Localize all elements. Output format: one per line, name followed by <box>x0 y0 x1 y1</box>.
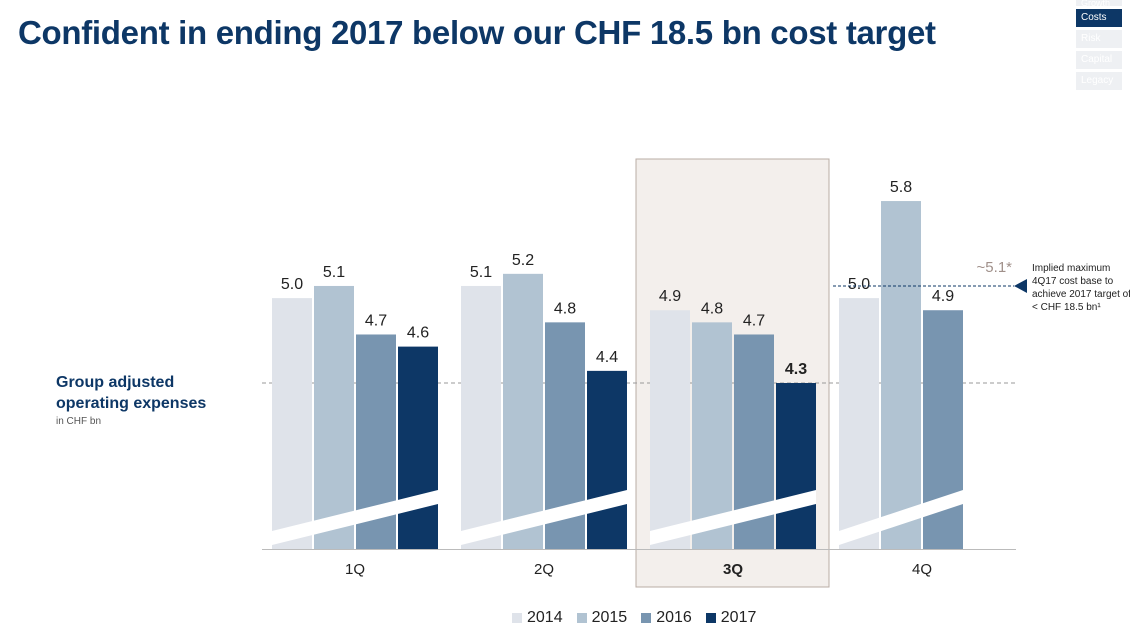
nav-tab-capital[interactable]: Capital <box>1076 51 1122 69</box>
category-label-3Q: 3Q <box>723 561 743 578</box>
side-label-unit: in CHF bn <box>56 416 102 427</box>
target-marker <box>1014 278 1027 293</box>
value-label-2017-1Q: 4.6 <box>407 325 429 342</box>
value-label-2017-2Q: 4.4 <box>596 349 618 366</box>
value-label-2016-1Q: 4.7 <box>365 312 387 329</box>
bar-2017-2Q <box>587 370 627 549</box>
bar-2014-4Q <box>839 298 879 549</box>
value-label-2014-3Q: 4.9 <box>659 288 681 305</box>
legend-label-2017: 2017 <box>720 609 757 626</box>
bar-2014-3Q <box>650 310 690 549</box>
page-title: Confident in ending 2017 below our CHF 1… <box>18 14 936 51</box>
bar-2014-1Q <box>272 298 312 549</box>
value-label-2015-1Q: 5.1 <box>323 264 345 281</box>
axis-break-3Q <box>650 490 816 545</box>
bar-2015-4Q <box>881 201 921 550</box>
value-label-2014-1Q: 5.0 <box>281 276 303 293</box>
legend-item-2014: 2014 <box>512 609 563 627</box>
target-value-label: ~5.1* <box>977 259 1013 276</box>
axis-break-2Q <box>461 490 627 545</box>
category-label-4Q: 4Q <box>912 561 932 578</box>
value-label-2014-2Q: 5.1 <box>470 264 492 281</box>
bar-2017-1Q <box>398 346 438 549</box>
section-nav: Growth Costs Risk Capital Legacy <box>1076 0 1122 93</box>
bar-2014-2Q <box>461 285 501 549</box>
value-label-2015-3Q: 4.8 <box>701 300 723 317</box>
legend-swatch-2014 <box>512 613 522 623</box>
legend-swatch-2016 <box>641 613 652 623</box>
category-label-2Q: 2Q <box>534 561 554 578</box>
value-label-2016-4Q: 4.9 <box>932 288 954 305</box>
legend-label-2016: 2016 <box>656 609 692 626</box>
value-label-2015-2Q: 5.2 <box>512 252 534 269</box>
legend-swatch-2017 <box>705 613 716 623</box>
value-label-2016-2Q: 4.8 <box>554 300 576 317</box>
bar-2017-3Q <box>776 383 816 549</box>
bar-2015-3Q <box>692 322 732 549</box>
nav-tab-risk[interactable]: Risk <box>1076 30 1122 48</box>
legend-swatch-2015 <box>576 613 587 623</box>
axis-break-1Q <box>272 490 438 545</box>
chart-legend: 2014 2015 2016 2017 <box>512 609 756 627</box>
side-label-main: Group adjusted operating expenses <box>56 374 207 412</box>
target-annotation: Implied maximum 4Q17 cost base to achiev… <box>1032 263 1130 313</box>
nav-tab-growth[interactable]: Growth <box>1076 0 1122 6</box>
legend-item-2016: 2016 <box>641 609 692 627</box>
value-label-2016-3Q: 4.7 <box>743 312 765 329</box>
legend-label-2015: 2015 <box>591 609 628 626</box>
legend-item-2017: 2017 <box>705 609 757 627</box>
bar-2015-2Q <box>503 273 543 549</box>
nav-tab-legacy[interactable]: Legacy <box>1076 72 1122 90</box>
axis-break-4Q <box>839 490 963 545</box>
value-label-2017-3Q: 4.3 <box>785 361 807 378</box>
chart-side-label: Group adjusted operating expenses in CHF… <box>56 372 226 427</box>
legend-label-2014: 2014 <box>527 609 563 626</box>
bar-2015-1Q <box>314 285 354 549</box>
legend-item-2015: 2015 <box>576 609 628 627</box>
category-label-1Q: 1Q <box>345 561 365 578</box>
value-label-2015-4Q: 5.8 <box>890 179 912 196</box>
nav-tab-costs[interactable]: Costs <box>1076 9 1122 27</box>
value-label-2014-4Q: 5.0 <box>848 276 870 293</box>
